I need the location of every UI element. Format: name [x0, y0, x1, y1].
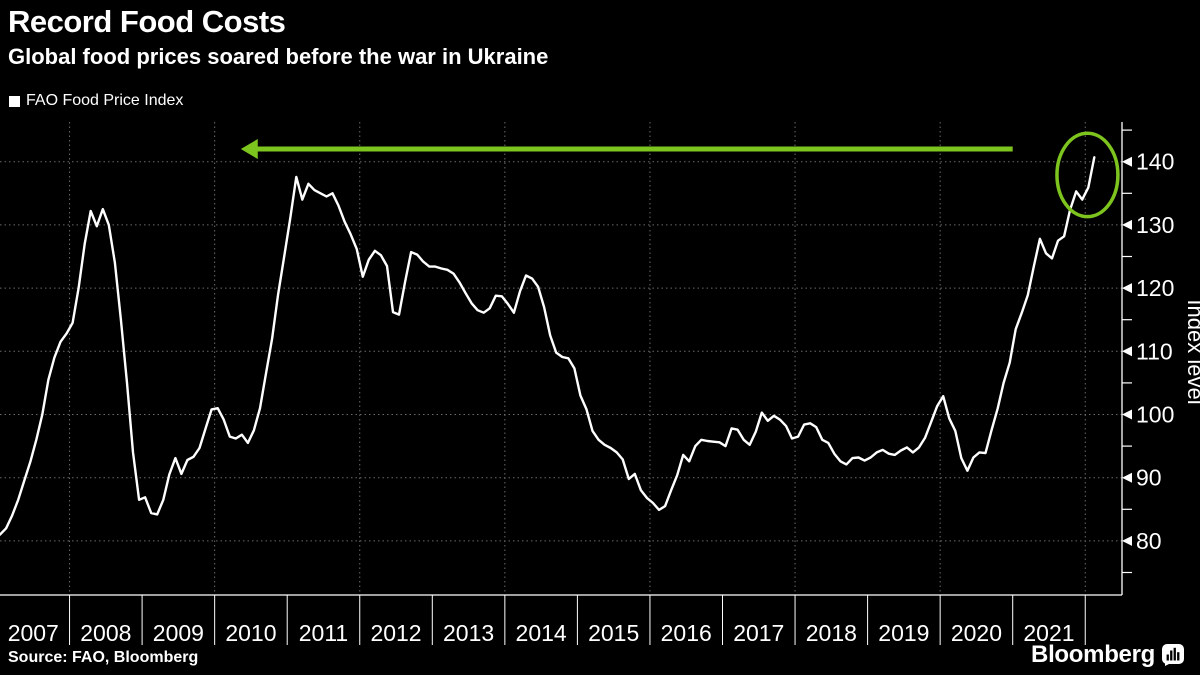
bloomberg-logo-icon: [1162, 644, 1184, 666]
legend-label: FAO Food Price Index: [26, 92, 184, 109]
y-tick-label: 90: [1136, 465, 1162, 491]
y-tick-label: 100: [1136, 402, 1174, 428]
x-tick-label: 2008: [80, 620, 131, 646]
y-tick-label: 110: [1136, 338, 1173, 364]
y-major-tick: [1122, 472, 1132, 483]
y-axis-title: Index level: [1183, 299, 1200, 404]
x-tick-label: 2015: [588, 620, 639, 646]
x-tick-label: 2021: [1023, 620, 1074, 646]
x-tick-label: 2012: [370, 620, 421, 646]
x-tick-label: 2020: [951, 620, 1002, 646]
bloomberg-logo: Bloomberg: [1031, 641, 1184, 669]
record-high-ellipse: [1055, 131, 1120, 219]
x-tick-label: 2013: [443, 620, 494, 646]
y-tick-label: 120: [1136, 275, 1174, 301]
x-tick-label: 2007: [8, 620, 59, 646]
series-line: [0, 156, 1096, 536]
trend-arrow-head-icon: [240, 139, 258, 160]
x-tick-label: 2018: [806, 620, 857, 646]
y-major-tick: [1122, 409, 1132, 420]
x-tick-label: 2017: [733, 620, 784, 646]
y-major-tick: [1122, 156, 1132, 167]
y-major-tick: [1122, 535, 1132, 546]
chart-subtitle: Global food prices soared before the war…: [8, 44, 549, 69]
x-tick-label: 2019: [878, 620, 929, 646]
annotations: [240, 131, 1120, 219]
y-tick-label: 80: [1136, 528, 1162, 554]
y-tick-label: 130: [1136, 212, 1174, 238]
source-note: Source: FAO, Bloomberg: [8, 649, 199, 666]
y-tick-label: 140: [1136, 149, 1174, 175]
y-major-tick: [1122, 346, 1132, 357]
x-tick-label: 2010: [225, 620, 276, 646]
x-tick-label: 2016: [661, 620, 712, 646]
bloomberg-wordmark: Bloomberg: [1031, 641, 1155, 668]
chart-title: Record Food Costs: [8, 4, 286, 39]
legend-square-icon: [9, 95, 20, 107]
x-tick-label: 2011: [299, 620, 348, 646]
y-major-tick: [1122, 283, 1132, 294]
gridlines: [0, 122, 1122, 595]
legend: FAO Food Price Index: [9, 92, 183, 110]
y-major-tick: [1122, 219, 1132, 230]
axes: 80 90 100 110 120 130 140 2007 2008 2009 2010 2011 2…: [0, 122, 1200, 646]
x-tick-label: 2014: [516, 620, 567, 646]
x-tick-label: 2009: [153, 620, 204, 646]
